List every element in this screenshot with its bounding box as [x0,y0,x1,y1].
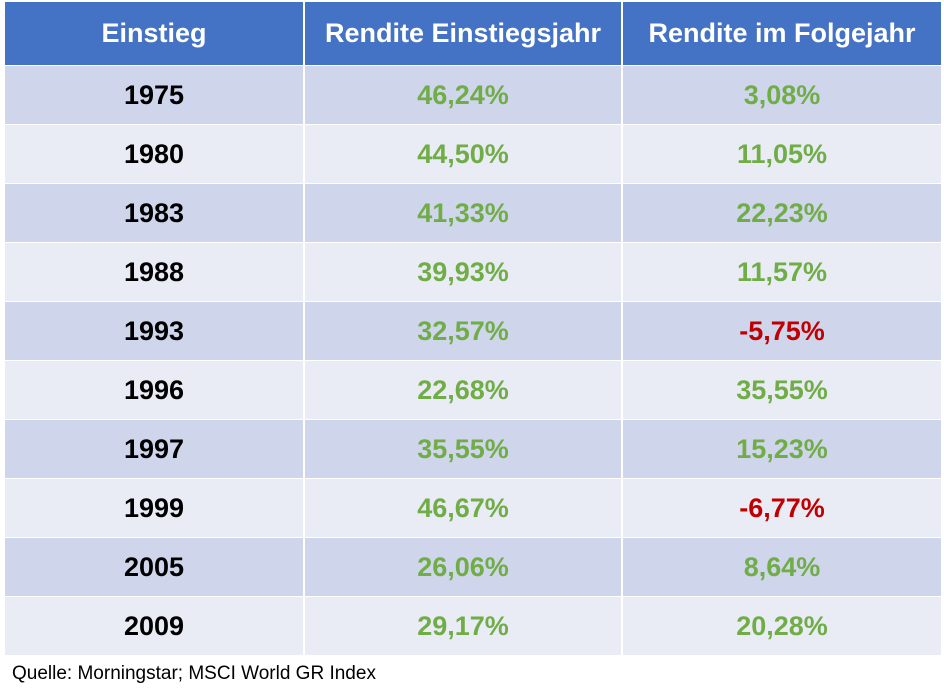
table-row: 2009 29,17% 20,28% [5,597,941,656]
table-row: 2005 26,06% 8,64% [5,538,941,597]
table-body: 1975 46,24% 3,08% 1980 44,50% 11,05% 1983 41,33… [5,66,941,656]
entry-return-cell: 46,67% [305,479,623,537]
table-row: 1999 46,67% -6,77% [5,479,941,538]
entry-return-cell: 46,24% [305,66,623,124]
year-cell: 2005 [5,538,305,596]
header-rendite-folgejahr: Rendite im Folgejahr [648,18,916,48]
year-cell: 1999 [5,479,305,537]
year-cell: 2009 [5,597,305,655]
entry-return-cell: 32,57% [305,302,623,360]
entry-return-cell: 22,68% [305,361,623,419]
table-row: 1997 35,55% 15,23% [5,420,941,479]
next-return-cell: 22,23% [736,197,828,228]
table-header-row: Einstieg Rendite Einstiegsjahr Rendite i… [5,2,941,66]
year-cell: 1988 [5,243,305,301]
table-row: 1988 39,93% 11,57% [5,243,941,302]
entry-return-cell: 35,55% [305,420,623,478]
table-row: 1975 46,24% 3,08% [5,66,941,125]
next-return-cell: 3,08% [743,79,821,110]
year-cell: 1980 [5,125,305,183]
table-row: 1993 32,57% -5,75% [5,302,941,361]
entry-return-cell: 39,93% [305,243,623,301]
entry-return-cell: 41,33% [305,184,623,242]
entry-return-cell: 29,17% [305,597,623,655]
returns-table: Einstieg Rendite Einstiegsjahr Rendite i… [5,2,941,656]
next-return-cell: 11,05% [736,138,828,169]
next-return-cell: 20,28% [736,610,828,641]
header-einstieg: Einstieg [5,2,305,65]
year-cell: 1993 [5,302,305,360]
next-return-cell: 35,55% [736,374,828,405]
year-cell: 1996 [5,361,305,419]
table-row: 1980 44,50% 11,05% [5,125,941,184]
next-return-cell: -5,75% [739,315,825,346]
table-row: 1996 22,68% 35,55% [5,361,941,420]
next-return-cell: 15,23% [736,433,828,464]
year-cell: 1975 [5,66,305,124]
next-return-cell: 8,64% [743,551,821,582]
table-row: 1983 41,33% 22,23% [5,184,941,243]
source-note: Quelle: Morningstar; MSCI World GR Index [12,663,376,684]
year-cell: 1997 [5,420,305,478]
entry-return-cell: 26,06% [305,538,623,596]
year-cell: 1983 [5,184,305,242]
next-return-cell: 11,57% [736,256,828,287]
entry-return-cell: 44,50% [305,125,623,183]
header-rendite-einstiegsjahr: Rendite Einstiegsjahr [305,2,623,65]
next-return-cell: -6,77% [739,492,825,523]
